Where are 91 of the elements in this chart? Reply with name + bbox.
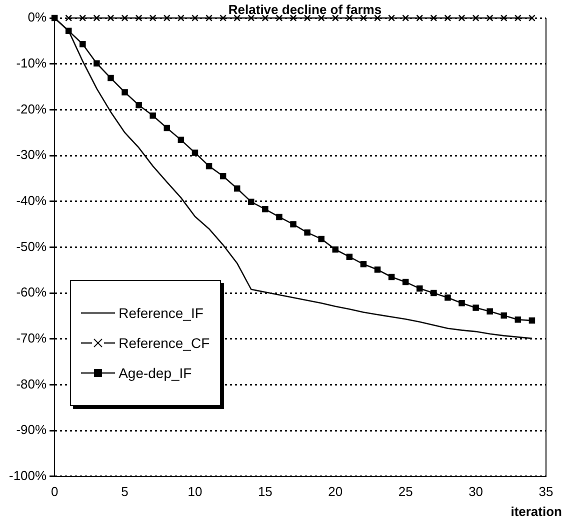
x-tick-label: 20 — [328, 484, 343, 499]
point — [220, 14, 227, 22]
point — [304, 229, 310, 236]
point — [94, 60, 100, 67]
point — [276, 214, 282, 220]
point — [444, 294, 451, 301]
legend-label: Reference_IF — [118, 305, 204, 322]
point — [528, 317, 536, 324]
point — [332, 246, 339, 253]
point — [360, 14, 367, 22]
point — [276, 14, 283, 22]
point — [388, 14, 396, 22]
point — [346, 254, 353, 260]
x-tick-label: 10 — [188, 484, 202, 499]
point — [192, 14, 198, 22]
point — [430, 290, 437, 296]
y-tick-label: -100% — [9, 468, 48, 483]
point — [346, 14, 353, 22]
point — [149, 14, 156, 22]
x-tick-label: 30 — [468, 484, 484, 499]
point — [304, 14, 311, 22]
point — [93, 14, 100, 22]
point — [374, 266, 381, 273]
point — [135, 14, 142, 22]
point — [416, 14, 424, 22]
point — [206, 162, 212, 170]
point — [318, 14, 325, 22]
point — [360, 261, 367, 268]
y-tick-label: -50% — [16, 238, 48, 254]
point — [458, 300, 465, 306]
point — [388, 274, 395, 280]
point — [164, 124, 170, 132]
point — [192, 150, 198, 156]
point — [121, 14, 128, 22]
point — [234, 14, 241, 22]
y-tick-label: -10% — [16, 55, 48, 70]
point — [248, 14, 255, 22]
point — [332, 14, 339, 22]
point — [80, 41, 86, 48]
point — [290, 221, 296, 228]
point — [163, 14, 170, 22]
point — [500, 312, 508, 319]
point — [248, 198, 254, 205]
point — [416, 285, 423, 292]
x-axis-title: iteration — [510, 504, 562, 519]
point — [514, 316, 522, 323]
point — [234, 185, 240, 192]
y-tick-label: -20% — [16, 101, 48, 116]
point — [150, 112, 156, 119]
x-tick-label: 0 — [50, 484, 58, 499]
point — [374, 14, 381, 22]
point — [220, 173, 226, 180]
x-tick-label: 5 — [121, 484, 128, 499]
point — [177, 14, 184, 22]
point — [486, 14, 494, 22]
point — [528, 14, 536, 22]
point — [178, 136, 184, 144]
point — [472, 14, 480, 22]
chart-title: Relative decline of farms — [227, 2, 383, 17]
x-tick-label: 25 — [398, 484, 413, 499]
legend-label: Age-dep_IF — [118, 365, 192, 382]
point — [79, 14, 86, 22]
point — [206, 14, 213, 22]
legend-label: Reference_CF — [118, 335, 210, 352]
point — [514, 14, 522, 22]
point — [472, 304, 479, 311]
point — [318, 236, 324, 242]
point — [458, 14, 466, 22]
point — [402, 278, 409, 286]
y-tick-label: -60% — [16, 284, 48, 300]
point — [107, 14, 114, 22]
point — [262, 14, 269, 22]
point — [500, 14, 508, 22]
y-tick-label: -70% — [16, 330, 48, 346]
point — [65, 14, 72, 22]
point — [290, 14, 297, 22]
x-tick-label: 15 — [258, 484, 272, 499]
point — [486, 308, 493, 314]
point — [262, 206, 268, 212]
y-tick-label: -40% — [16, 192, 48, 208]
point — [430, 14, 438, 22]
point — [136, 102, 142, 108]
y-tick-label: 0% — [28, 10, 48, 25]
point — [444, 14, 452, 22]
point — [402, 14, 410, 22]
y-tick-label: -30% — [16, 147, 48, 162]
x-tick-label: 35 — [538, 484, 554, 499]
y-tick-label: -80% — [16, 376, 48, 392]
point — [122, 89, 128, 96]
point — [108, 74, 114, 82]
y-tick-label: -90% — [16, 422, 48, 438]
